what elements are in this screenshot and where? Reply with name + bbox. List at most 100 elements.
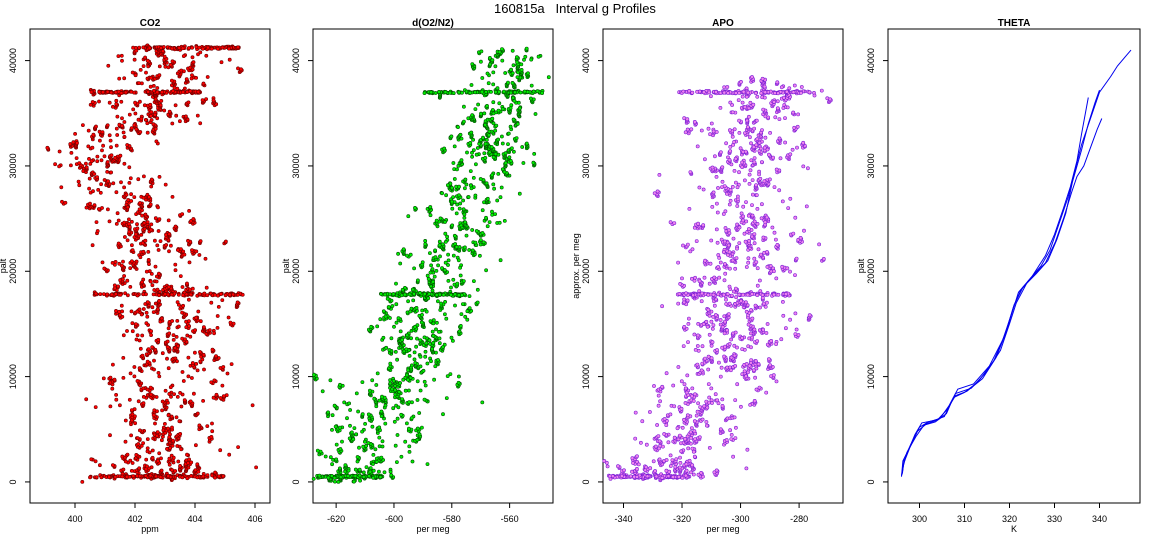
data-point bbox=[752, 156, 757, 161]
data-point bbox=[722, 184, 727, 189]
data-point bbox=[115, 114, 120, 119]
data-point bbox=[147, 262, 151, 267]
data-point bbox=[521, 161, 526, 165]
data-point bbox=[370, 378, 375, 383]
data-point bbox=[788, 152, 793, 157]
data-point bbox=[349, 430, 354, 435]
data-point bbox=[140, 280, 145, 285]
data-point bbox=[167, 249, 171, 254]
data-point bbox=[683, 386, 688, 391]
data-point bbox=[320, 389, 325, 394]
data-point bbox=[148, 385, 153, 390]
data-point bbox=[180, 336, 185, 341]
data-point bbox=[135, 333, 140, 338]
data-point bbox=[388, 469, 393, 474]
data-point bbox=[323, 454, 328, 459]
data-point bbox=[132, 57, 137, 62]
data-point bbox=[723, 271, 728, 276]
data-point bbox=[648, 410, 652, 414]
data-point bbox=[149, 392, 154, 397]
data-point bbox=[380, 439, 385, 444]
data-point bbox=[188, 399, 193, 404]
data-point bbox=[734, 425, 738, 430]
data-point bbox=[417, 432, 422, 437]
data-point bbox=[182, 252, 187, 257]
data-point bbox=[113, 474, 118, 479]
data-point bbox=[96, 187, 101, 192]
data-point bbox=[664, 468, 669, 473]
data-point bbox=[102, 154, 107, 159]
data-point bbox=[114, 190, 119, 195]
data-point bbox=[160, 90, 164, 95]
data-point bbox=[678, 455, 682, 460]
data-point bbox=[121, 333, 126, 338]
data-point bbox=[185, 89, 190, 94]
data-point bbox=[196, 469, 201, 474]
data-point bbox=[155, 307, 160, 312]
data-point bbox=[135, 222, 139, 227]
data-point bbox=[517, 106, 522, 111]
data-point bbox=[770, 225, 775, 230]
data-point bbox=[522, 57, 526, 62]
data-point bbox=[178, 463, 183, 468]
y-tick-label: 0 bbox=[291, 479, 301, 484]
data-point bbox=[227, 46, 231, 51]
data-point bbox=[487, 150, 492, 155]
data-point bbox=[777, 136, 782, 141]
panel-d-o2-n2-: d(O2/N2)-620 -600 -580 -5600100002000030000… bbox=[281, 18, 554, 534]
data-point bbox=[409, 416, 414, 421]
data-point bbox=[664, 458, 669, 462]
data-point bbox=[101, 90, 105, 95]
data-point bbox=[656, 403, 661, 408]
data-point bbox=[462, 212, 467, 217]
data-point bbox=[235, 292, 240, 297]
data-point bbox=[90, 100, 95, 104]
data-point bbox=[456, 125, 460, 130]
data-point bbox=[377, 398, 382, 403]
data-point bbox=[470, 228, 475, 232]
data-point bbox=[685, 373, 690, 378]
data-point bbox=[214, 354, 218, 359]
data-point bbox=[77, 161, 82, 166]
data-point bbox=[750, 178, 755, 183]
data-point bbox=[714, 174, 719, 179]
data-point bbox=[685, 127, 690, 132]
data-point bbox=[127, 229, 132, 234]
data-point bbox=[155, 287, 160, 292]
data-point bbox=[788, 317, 793, 322]
data-point bbox=[691, 399, 696, 403]
data-point bbox=[492, 186, 497, 191]
data-point bbox=[469, 83, 474, 87]
data-point bbox=[749, 345, 753, 350]
data-point bbox=[657, 439, 662, 444]
data-point bbox=[133, 232, 138, 237]
data-point bbox=[334, 442, 339, 447]
data-point bbox=[490, 173, 495, 178]
data-point bbox=[735, 204, 740, 208]
data-point bbox=[218, 448, 223, 453]
data-point bbox=[656, 393, 661, 398]
data-point bbox=[145, 446, 150, 451]
data-point bbox=[431, 279, 435, 284]
data-point bbox=[231, 321, 236, 326]
data-point bbox=[188, 334, 193, 339]
data-point bbox=[464, 182, 469, 187]
data-point bbox=[662, 417, 667, 421]
data-point bbox=[171, 455, 176, 460]
data-point bbox=[424, 341, 429, 346]
data-point bbox=[535, 89, 540, 94]
data-point bbox=[180, 310, 185, 315]
data-point bbox=[707, 395, 712, 400]
data-point bbox=[118, 292, 123, 297]
data-point bbox=[709, 319, 714, 324]
data-point bbox=[343, 463, 348, 468]
data-point bbox=[145, 121, 150, 126]
data-point bbox=[795, 124, 800, 129]
data-point bbox=[689, 426, 694, 431]
data-point bbox=[681, 344, 686, 349]
data-point bbox=[751, 102, 756, 107]
data-point bbox=[398, 329, 403, 334]
data-point bbox=[699, 368, 704, 373]
data-point bbox=[729, 337, 734, 342]
data-point bbox=[471, 175, 476, 180]
